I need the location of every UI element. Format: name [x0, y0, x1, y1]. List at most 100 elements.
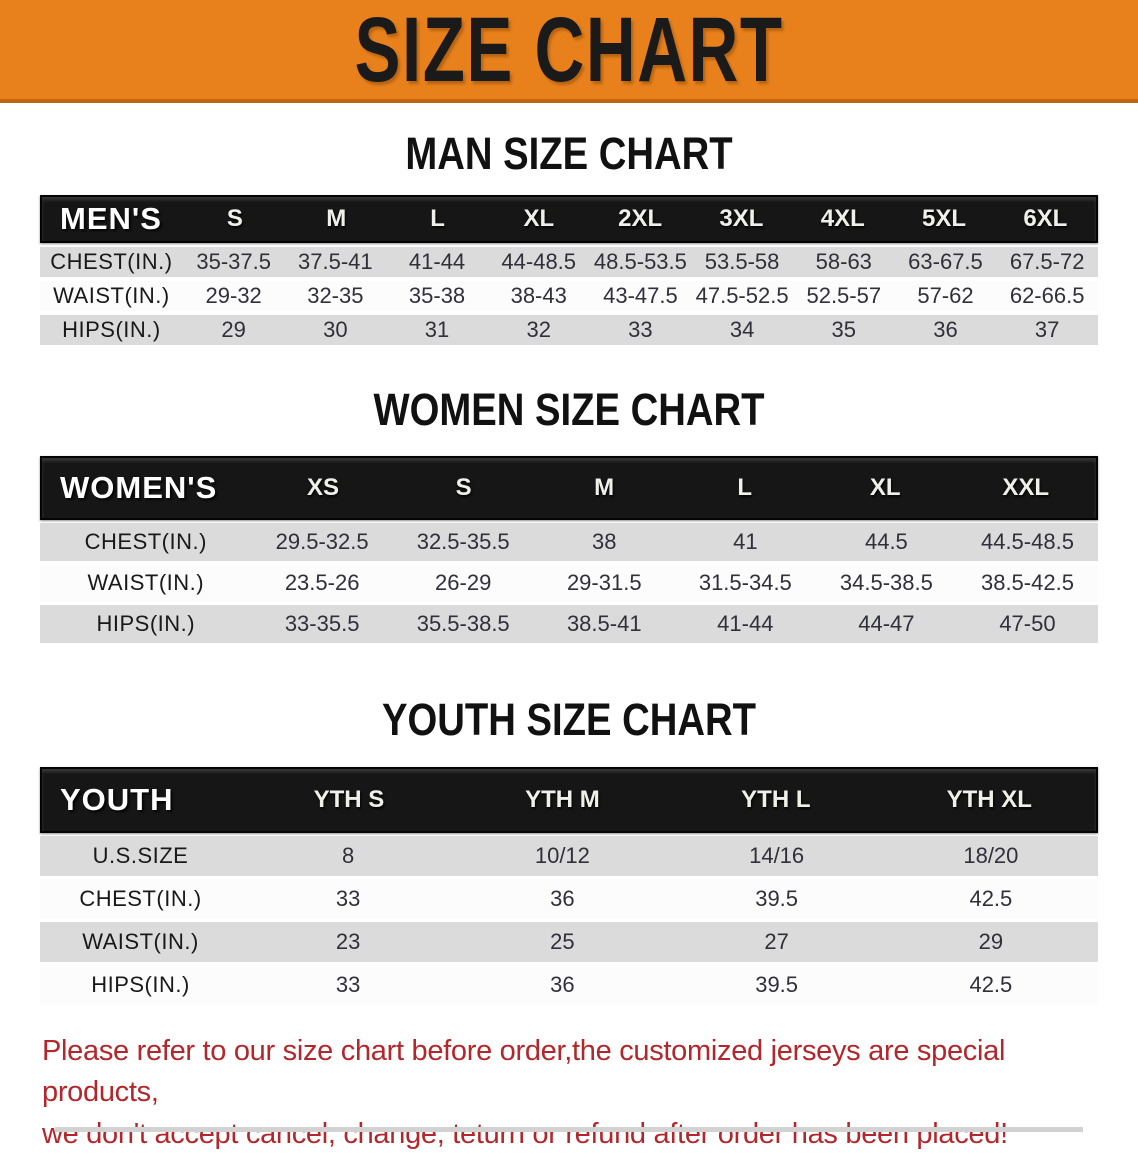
column-header: YTH S: [313, 785, 385, 813]
column-header: YTH M: [525, 785, 600, 813]
row-label: U.S.SIZE: [92, 842, 189, 868]
cell: 44-47: [858, 611, 915, 636]
row-label: WAIST(IN.): [82, 928, 199, 954]
cell: 38: [592, 529, 617, 554]
cell: 42.5: [969, 885, 1013, 911]
cell: 32: [526, 316, 551, 342]
youth-table-header-row: YOUTH YTH S YTH M YTH L YTH XL: [40, 766, 1098, 833]
cell: 63-67.5: [908, 248, 983, 274]
column-header: XS: [307, 474, 340, 501]
youth-hips-row: HIPS(IN.) 33 36 39.5 42.5: [40, 964, 1098, 1005]
men-section-heading: MAN SIZE CHART: [405, 128, 733, 179]
column-header: XXL: [1002, 474, 1050, 501]
cell: 29-32: [205, 282, 262, 308]
cell: 10/12: [534, 842, 590, 868]
cell: 33-35.5: [284, 611, 360, 636]
women-hips-row: HIPS(IN.) 33-35.5 35.5-38.5 38.5-41 41-4…: [40, 605, 1098, 643]
cell: 33: [335, 971, 361, 997]
men-hips-row: HIPS(IN.) 29 30 31 32 33 34 35 36 37: [40, 314, 1098, 345]
men-size-table: MEN'S S M L XL 2XL 3XL 4XL 5XL 6XL CHEST…: [40, 194, 1098, 345]
women-section-heading: WOMEN SIZE CHART: [373, 383, 765, 435]
cell: 32.5-35.5: [416, 529, 510, 554]
cell: 38-43: [510, 282, 567, 308]
column-header: 5XL: [922, 204, 967, 232]
cell: 34.5-38.5: [839, 570, 933, 595]
row-label: CHEST(IN.): [84, 529, 207, 554]
cell: 44.5-48.5: [980, 529, 1074, 554]
column-header: XL: [869, 474, 901, 501]
youth-size-table: YOUTH YTH S YTH M YTH L YTH XL U.S.SIZE …: [40, 766, 1098, 1005]
cell: 29.5-32.5: [275, 529, 369, 554]
column-header: M: [594, 474, 615, 501]
cell: 25: [550, 928, 575, 954]
row-label: WAIST(IN.): [87, 570, 205, 595]
cell: 18/20: [963, 842, 1019, 868]
row-label: WAIST(IN.): [53, 282, 170, 308]
column-header: L: [430, 204, 445, 232]
cell: 23: [335, 928, 361, 954]
cell: 38.5-41: [566, 611, 642, 636]
youth-section-heading: YOUTH SIZE CHART: [381, 694, 756, 745]
column-header: XL: [523, 204, 555, 232]
cell: 8: [342, 842, 355, 868]
cell: 62-66.5: [1009, 282, 1085, 308]
cell: 41: [733, 529, 758, 554]
cell: 37: [1034, 316, 1060, 342]
column-header: 4XL: [820, 204, 865, 232]
cell: 37.5-41: [298, 248, 373, 274]
column-header: 6XL: [1023, 204, 1068, 232]
column-header: S: [226, 204, 243, 232]
youth-ussize-row: U.S.SIZE 8 10/12 14/16 18/20: [40, 835, 1098, 876]
cell: 26-29: [435, 570, 492, 595]
cell: 29: [978, 928, 1004, 954]
cell: 29: [221, 316, 246, 342]
banner-title: SIZE CHART: [354, 0, 784, 101]
cell: 35.5-38.5: [416, 611, 510, 636]
men-table-corner-label: MEN'S: [60, 200, 162, 236]
cell: 33: [628, 316, 653, 342]
men-table-header-row: MEN'S S M L XL 2XL 3XL 4XL 5XL 6XL: [40, 194, 1098, 243]
cell: 67.5-72: [1009, 248, 1085, 274]
column-header: M: [326, 204, 347, 232]
cell: 58-63: [815, 248, 872, 274]
column-header: YTH XL: [946, 785, 1032, 813]
order-notice-line2: we don't accept cancel, change, teturn o…: [42, 1118, 1008, 1150]
column-header: L: [737, 474, 752, 501]
row-label: CHEST(IN.): [50, 248, 173, 274]
cell: 42.5: [969, 971, 1013, 997]
cell: 53.5-58: [704, 248, 780, 274]
cell: 14/16: [749, 842, 805, 868]
cell: 38.5-42.5: [980, 570, 1074, 595]
cell: 35-37.5: [196, 248, 271, 274]
column-header: 2XL: [618, 204, 663, 232]
cell: 57-62: [917, 282, 974, 308]
order-notice: Please refer to our size chart before or…: [42, 1031, 1108, 1156]
cell: 44-48.5: [501, 248, 577, 274]
column-header: S: [455, 474, 472, 501]
cell: 29-31.5: [566, 570, 642, 595]
cell: 41-44: [408, 248, 466, 274]
youth-table-corner-label: YOUTH: [60, 781, 174, 817]
cell: 36: [933, 316, 958, 342]
row-label: HIPS(IN.): [91, 971, 190, 997]
bottom-edge-strip: [55, 1127, 1083, 1132]
youth-waist-row: WAIST(IN.) 23 25 27 29: [40, 921, 1098, 962]
youth-chest-row: CHEST(IN.) 33 36 39.5 42.5: [40, 878, 1098, 919]
cell: 31: [424, 316, 450, 342]
cell: 43-47.5: [603, 282, 678, 308]
cell: 36: [550, 971, 575, 997]
men-chest-row: CHEST(IN.) 35-37.5 37.5-41 41-44 44-48.5…: [40, 246, 1098, 277]
row-label: HIPS(IN.): [96, 611, 196, 636]
cell: 35-38: [408, 282, 466, 308]
cell: 33: [335, 885, 361, 911]
women-size-table: WOMEN'S XS S M L XL XXL CHEST(IN.) 29.5-…: [40, 456, 1098, 643]
size-chart-banner: SIZE CHART: [0, 0, 1138, 103]
cell: 31.5-34.5: [698, 570, 792, 595]
cell: 39.5: [755, 971, 799, 997]
cell: 35: [831, 316, 857, 342]
men-waist-row: WAIST(IN.) 29-32 32-35 35-38 38-43 43-47…: [40, 280, 1098, 311]
cell: 39.5: [755, 885, 799, 911]
cell: 36: [550, 885, 575, 911]
cell: 47-50: [999, 611, 1056, 636]
cell: 48.5-53.5: [593, 248, 687, 274]
